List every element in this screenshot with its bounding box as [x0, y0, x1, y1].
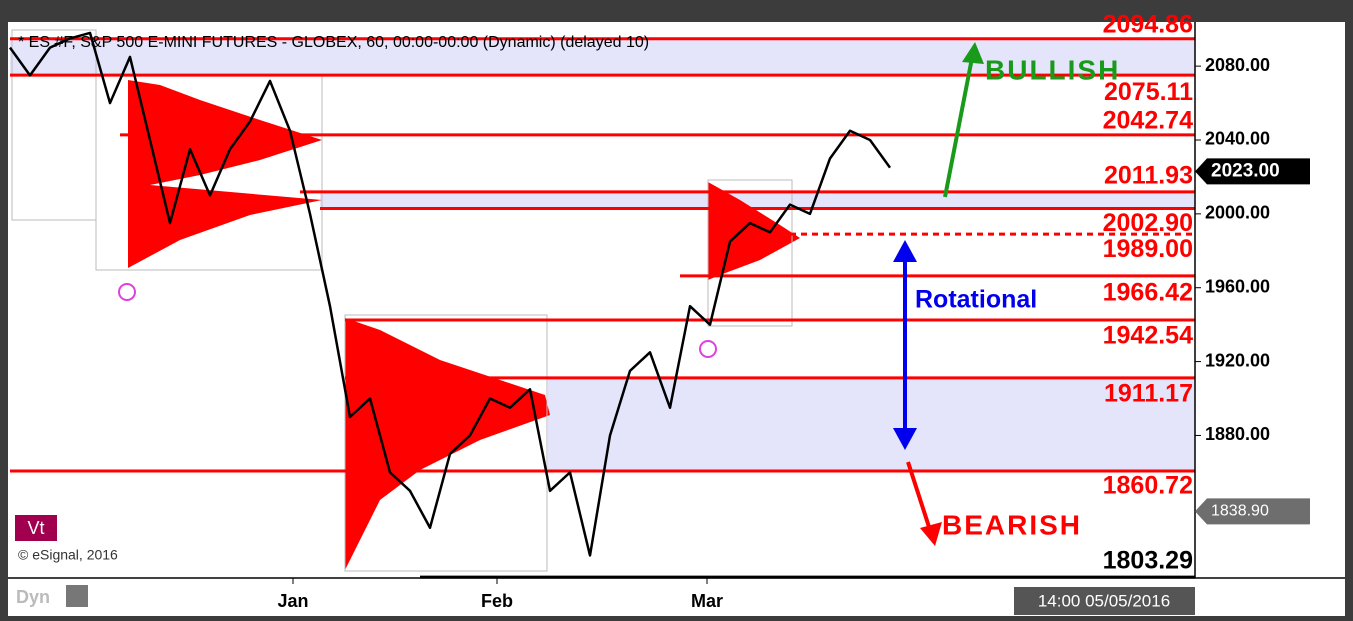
profile-box [707, 179, 793, 327]
level-label: 1942.54 [1103, 322, 1193, 350]
level-label: 1911.17 [1104, 379, 1193, 407]
arrow-down [906, 461, 932, 531]
arrow-up [943, 57, 974, 198]
marker [118, 283, 136, 301]
price-line [8, 31, 892, 557]
arrow-head [920, 522, 942, 546]
y-tick-label: 1920.00 [1205, 350, 1270, 370]
zone [548, 377, 1195, 472]
x-tick-label: Mar [691, 591, 723, 611]
level-label: 2002.90 [1103, 209, 1193, 237]
x-tick-label: Feb [481, 591, 513, 611]
volume-profile [128, 80, 322, 268]
plot [8, 31, 892, 557]
price-tag [1195, 498, 1310, 525]
price-tag-label: 2023.00 [1211, 160, 1280, 181]
arrow-head [893, 240, 917, 262]
marker [699, 340, 717, 358]
price-tag [1195, 158, 1310, 185]
zone [10, 38, 1195, 76]
y-tick-label: 1880.00 [1205, 424, 1270, 444]
level-label: 2042.74 [1103, 107, 1193, 135]
price-tag-label: 1838.90 [1211, 503, 1269, 520]
profile-box [11, 29, 97, 221]
arrow-head [893, 428, 917, 450]
badge: Vt [27, 518, 44, 538]
level-label: 2011.93 [1104, 161, 1193, 189]
zone [320, 191, 1195, 209]
y-tick-label: 2000.00 [1205, 203, 1270, 223]
level-label: 2075.11 [1104, 78, 1193, 106]
level-label: 1803.29 [1103, 547, 1193, 575]
badge-bg [15, 515, 57, 541]
y-tick-label: 2040.00 [1205, 129, 1270, 149]
bands [10, 38, 1195, 472]
profile-box [344, 314, 548, 572]
annotation: Rotational [915, 286, 1037, 314]
footer-label: Dyn [16, 587, 50, 607]
level-label: 2094.86 [1103, 10, 1193, 38]
y-tick-label: 2080.00 [1205, 55, 1270, 75]
annotation: BEARISH [942, 509, 1082, 540]
level-label: 1860.72 [1103, 472, 1193, 500]
timestamp-bg [1014, 587, 1195, 615]
timestamp: 14:00 05/05/2016 [1038, 591, 1170, 610]
x-tick-label: Jan [277, 591, 308, 611]
lock-icon [66, 585, 88, 607]
annotation: BULLISH [985, 54, 1120, 85]
level-label: 1966.42 [1103, 278, 1193, 306]
level-label: 1989.00 [1103, 235, 1193, 263]
chart-title: * ES #F, S&P 500 E-MINI FUTURES - GLOBEX… [18, 34, 649, 51]
volume-profile [345, 318, 550, 570]
y-tick-label: 1960.00 [1205, 276, 1270, 296]
volume-profile [708, 182, 800, 280]
watermark: © eSignal, 2016 [18, 547, 118, 563]
arrow-head [962, 42, 984, 64]
